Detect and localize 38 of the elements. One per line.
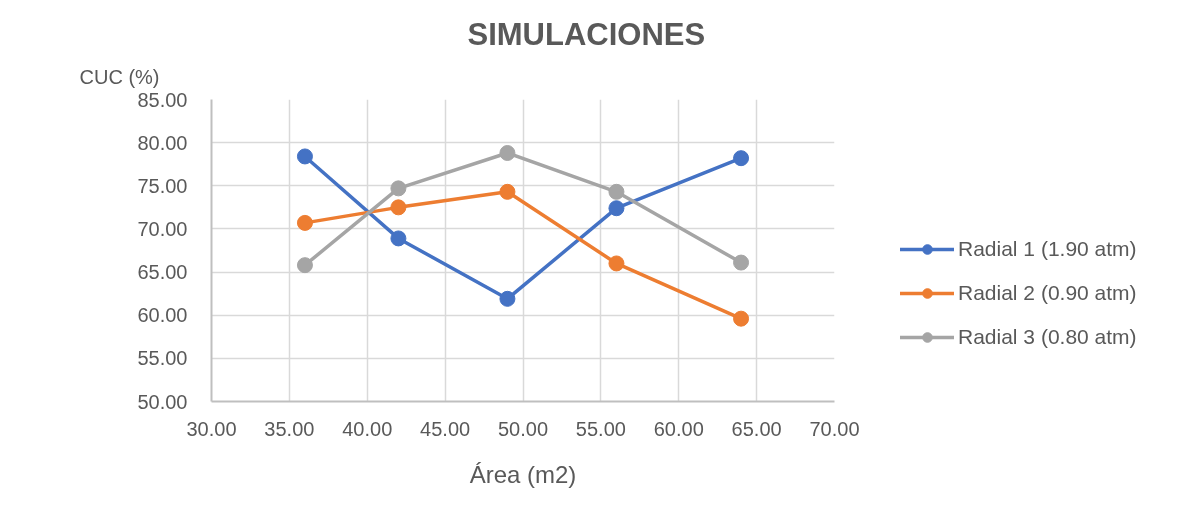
point: [733, 150, 750, 167]
x-tick-label: 65.00: [731, 417, 782, 440]
point: [296, 148, 313, 165]
point: [608, 255, 625, 272]
point: [499, 290, 516, 307]
point: [733, 254, 750, 271]
point: [296, 257, 313, 274]
y-tick-label: 60.00: [137, 304, 188, 327]
point: [733, 310, 750, 327]
y-tick-label: 85.00: [137, 88, 188, 111]
y-tick-label: 55.00: [137, 347, 188, 370]
x-tick-label: 55.00: [575, 417, 626, 440]
legend-label: Radial 3 (0.80 atm): [958, 325, 1137, 349]
y-tick-label: 65.00: [137, 261, 188, 284]
point: [390, 230, 407, 247]
point: [499, 183, 516, 200]
y-tick-label: 70.00: [137, 217, 188, 240]
x-tick-label: 30.00: [186, 417, 237, 440]
point: [499, 145, 516, 161]
chart-title: SIMULACIONES: [467, 16, 706, 52]
x-tick-label: 35.00: [264, 417, 315, 440]
point: [608, 200, 625, 217]
x-tick-label: 50.00: [497, 417, 549, 440]
x-tick-label: 45.00: [420, 417, 471, 440]
x-axis-title: Área (m2): [469, 460, 577, 488]
x-tick-label: 70.00: [809, 417, 860, 440]
point: [390, 180, 407, 197]
legend-label: Radial 1 (1.90 atm): [958, 237, 1137, 261]
y-axis-title: CUC (%): [79, 65, 160, 88]
x-tick-label: 40.00: [342, 417, 393, 440]
point: [608, 183, 625, 200]
point: [296, 214, 313, 231]
y-tick-label: 50.00: [137, 390, 188, 413]
y-tick-label: 75.00: [137, 174, 188, 197]
y-tick-label: 80.00: [137, 131, 188, 154]
x-tick-label: 60.00: [653, 417, 704, 440]
legend-label: Radial 2 (0.90 atm): [958, 281, 1137, 305]
point: [390, 199, 407, 216]
